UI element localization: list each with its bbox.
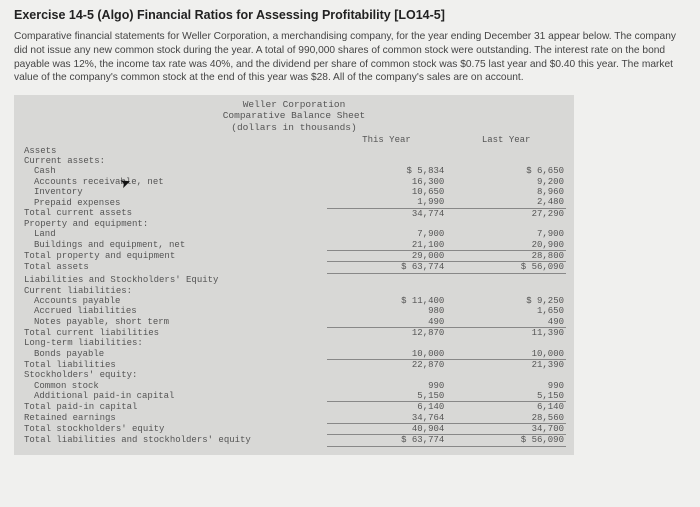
col-this-year: This Year [327,135,447,145]
column-header-row: This Year Last Year [22,135,566,145]
table-row: Accounts receivable, net16,3009,200 [22,177,566,187]
table-row: Additional paid-in capital5,1505,150 [22,391,566,402]
table-row: Total assets$ 63,774$ 56,090 [22,262,566,273]
statement-name: Comparative Balance Sheet [22,110,566,121]
table-row: Accrued liabilities9801,650 [22,306,566,316]
balance-sheet: Weller Corporation Comparative Balance S… [14,95,574,455]
table-row: Accounts payable$ 11,400$ 9,250 [22,296,566,306]
ppe-header: Property and equipment: [22,219,327,229]
company-name: Weller Corporation [22,99,566,110]
exercise-intro: Comparative financial statements for Wel… [14,30,686,85]
table-row: Total stockholders' equity40,90434,700 [22,424,566,435]
se-header: Stockholders' equity: [22,370,327,380]
current-assets-header: Current assets: [22,156,327,166]
units-label: (dollars in thousands) [22,122,566,133]
table-row: Total property and equipment29,00028,800 [22,251,566,262]
table-row: Total liabilities and stockholders' equi… [22,435,566,446]
table-row: Common stock990990 [22,381,566,391]
table-row: Retained earnings34,76428,560 [22,413,566,424]
table-row: Notes payable, short term490490 [22,317,566,328]
balance-sheet-table: This Year Last Year Assets Current asset… [22,135,566,446]
exercise-page: Exercise 14-5 (Algo) Financial Ratios fo… [0,0,700,507]
col-last-year: Last Year [446,135,566,145]
table-row: Total current liabilities12,87011,390 [22,327,566,338]
table-row: Buildings and equipment, net21,10020,900 [22,240,566,251]
table-row: Total liabilities22,87021,390 [22,359,566,370]
table-row: Bonds payable10,00010,000 [22,349,566,360]
cl-header: Current liabilities: [22,286,327,296]
table-row: Land7,9007,900 [22,229,566,239]
lt-header: Long-term liabilities: [22,338,327,348]
table-row: Prepaid expenses1,9902,480 [22,197,566,208]
lse-header: Liabilities and Stockholders' Equity [22,275,327,285]
table-row: Total paid-in capital6,1406,140 [22,402,566,413]
table-row: Cash$ 5,834$ 6,650 [22,166,566,176]
table-row: Total current assets34,77427,290 [22,208,566,219]
table-row: Inventory10,6508,960 [22,187,566,197]
exercise-title: Exercise 14-5 (Algo) Financial Ratios fo… [14,8,686,22]
sheet-header: Weller Corporation Comparative Balance S… [22,99,566,133]
assets-header: Assets [22,146,327,156]
